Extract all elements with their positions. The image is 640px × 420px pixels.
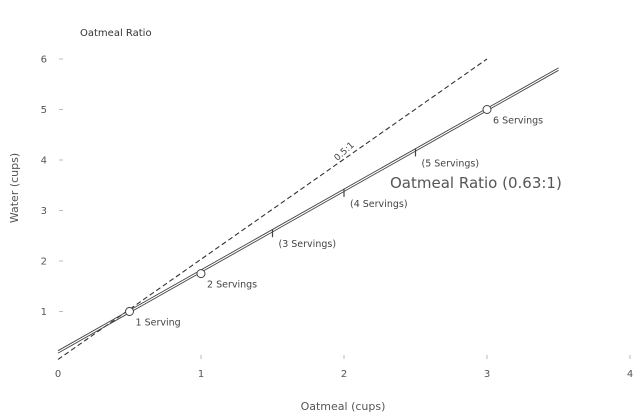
y-axis-title: Water (cups)	[8, 153, 21, 223]
y-tick-label-2: 2	[41, 257, 47, 268]
series-line-reference	[57, 58, 488, 360]
y-tick-label-4: 4	[41, 156, 47, 167]
data-point-1	[125, 307, 134, 316]
x-tick-label-1: 1	[198, 369, 204, 380]
y-tick-label-3: 3	[41, 206, 47, 217]
y-tick-label-6: 6	[41, 55, 47, 66]
ratio-series-label: Oatmeal Ratio (0.63:1)	[390, 174, 562, 192]
y-tick-label-1: 1	[41, 307, 47, 318]
data-labels: 0.5:1 Oatmeal Ratio (0.63:1) 1 Serving 2 Se…	[136, 116, 562, 329]
data-point-2	[196, 269, 206, 279]
y-tick-label-5: 5	[41, 105, 47, 116]
data-points	[125, 105, 492, 316]
axis-ticks: 0 1 2 3 4 1 2 3 4 5 6	[41, 55, 634, 381]
x-tick-label-0: 0	[55, 369, 61, 380]
x-axis-title: Oatmeal (cups)	[301, 400, 386, 413]
data-point-label-1: 1 Serving	[136, 318, 181, 329]
reference-line-label: 0.5:1	[333, 141, 357, 164]
data-point-label-5: (5 Servings)	[422, 158, 480, 169]
data-point-6	[482, 105, 492, 114]
series-line-ratio-lower	[57, 69, 559, 354]
data-point-label-2: 2 Servings	[207, 280, 257, 291]
x-tick-label-2: 2	[341, 369, 347, 380]
data-point-label-4: (4 Servings)	[350, 199, 408, 210]
chart-title: Oatmeal Ratio	[80, 28, 152, 39]
series-lines	[57, 58, 559, 360]
data-point-label-3: (3 Servings)	[279, 239, 337, 250]
x-tick-label-3: 3	[484, 369, 490, 380]
x-tick-label-4: 4	[627, 369, 633, 380]
data-point-label-6: 6 Servings	[493, 116, 543, 127]
series-line-ratio-upper	[57, 67, 559, 352]
